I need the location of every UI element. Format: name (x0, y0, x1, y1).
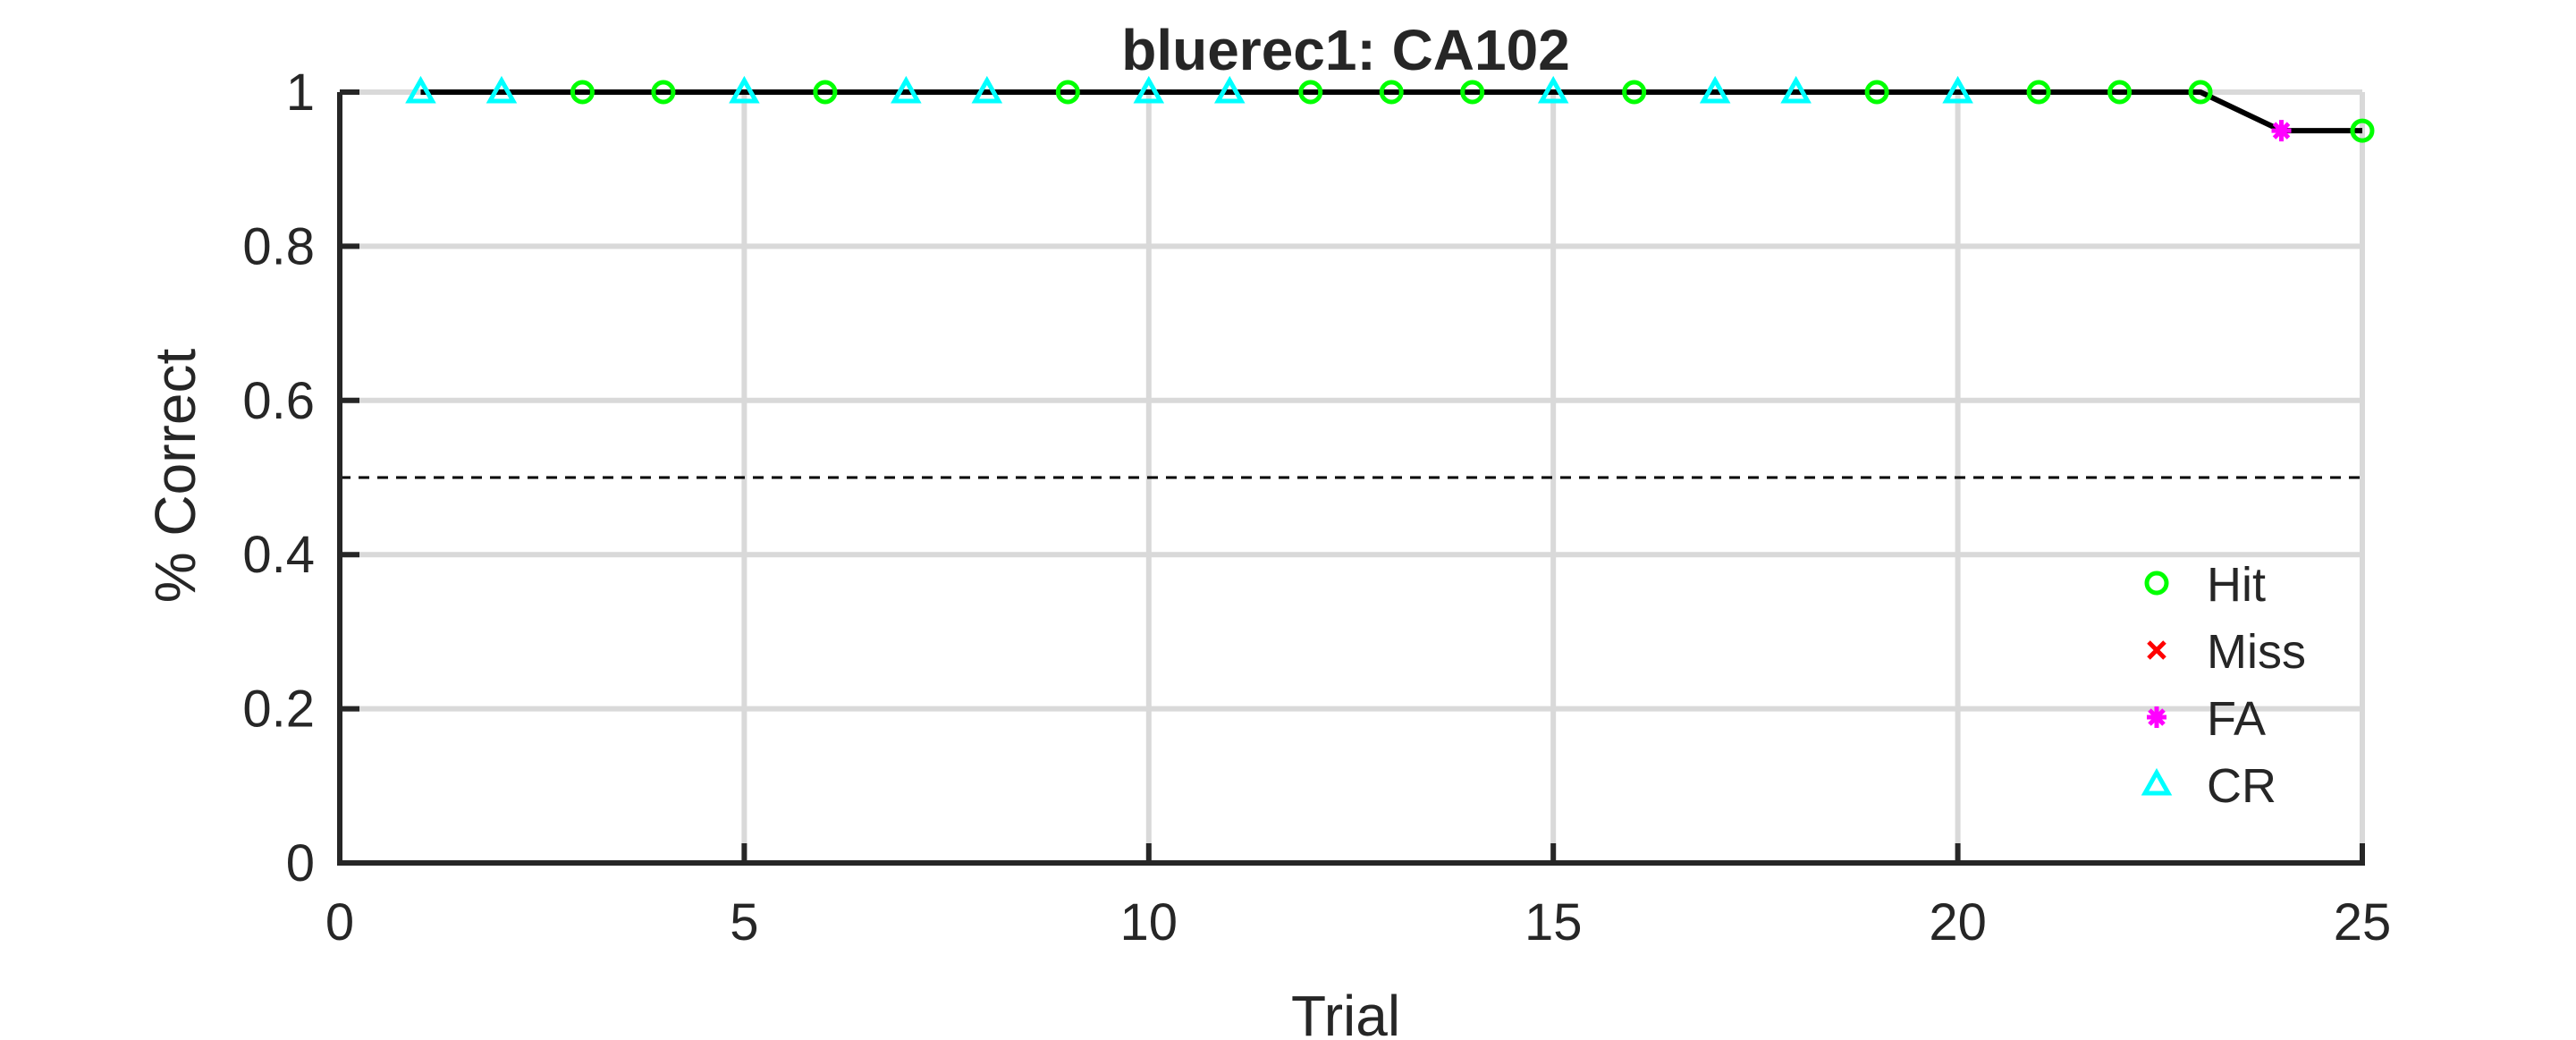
marker-hit (1864, 80, 1889, 105)
legend-marker-cr (2141, 767, 2173, 796)
legend-marker-miss (2147, 640, 2166, 660)
legend-marker-fa (2147, 706, 2166, 728)
x-tick-label: 5 (730, 893, 758, 951)
x-tick-label: 25 (2334, 893, 2392, 951)
legend-label-miss: Miss (2207, 625, 2306, 679)
y-tick-label: 0.2 (242, 681, 315, 739)
tick-labels: 0 5 10 15 20 25 0 0.2 0.4 0.6 0.8 1 (242, 63, 2391, 951)
x-tick-label: 20 (1929, 893, 1987, 951)
chart-title: bluerec1: CA102 (1121, 18, 1570, 82)
marker-cr (486, 75, 518, 104)
marker-hit (1298, 80, 1323, 105)
legend: Hit Miss FA CR (2141, 558, 2306, 813)
marker-cr (729, 75, 760, 104)
y-tick-label: 0.6 (242, 372, 315, 430)
x-axis-label: Trial (1291, 984, 1400, 1040)
x-tick-label: 10 (1120, 893, 1178, 951)
marker-hit (813, 80, 838, 105)
series-line (420, 89, 2362, 134)
y-tick-label: 0.8 (242, 217, 315, 275)
legend-marker-hit (2144, 571, 2169, 596)
marker-hit (570, 80, 595, 105)
markers (405, 75, 2375, 143)
x-tick-label: 0 (325, 893, 354, 951)
marker-cr (405, 75, 436, 104)
y-tick-label: 0.4 (242, 526, 315, 584)
marker-hit (651, 80, 676, 105)
marker-cr (1213, 75, 1246, 104)
marker-hit (1055, 80, 1080, 105)
marker-cr (971, 75, 1003, 104)
marker-fa (2271, 120, 2292, 142)
x-tick-label: 15 (1524, 893, 1583, 951)
marker-cr (1699, 75, 1731, 104)
marker-hit (1460, 80, 1485, 105)
y-tick-label: 0 (286, 834, 315, 892)
marker-hit (1379, 80, 1404, 105)
marker-hit (2107, 80, 2133, 105)
marker-hit (1622, 80, 1647, 105)
y-axis-label: % Correct (143, 349, 207, 604)
marker-hit (2188, 80, 2213, 105)
marker-hit (2350, 118, 2375, 143)
marker-cr (1942, 75, 1973, 104)
legend-label-fa: FA (2207, 692, 2266, 746)
legend-label-cr: CR (2207, 759, 2276, 813)
y-tick-label: 1 (286, 63, 315, 122)
marker-cr (1537, 75, 1569, 104)
marker-hit (2026, 80, 2051, 105)
marker-cr (1133, 75, 1165, 104)
marker-cr (891, 75, 922, 104)
marker-cr (1780, 75, 1812, 104)
axes (337, 89, 2365, 866)
legend-label-hit: Hit (2207, 558, 2266, 612)
